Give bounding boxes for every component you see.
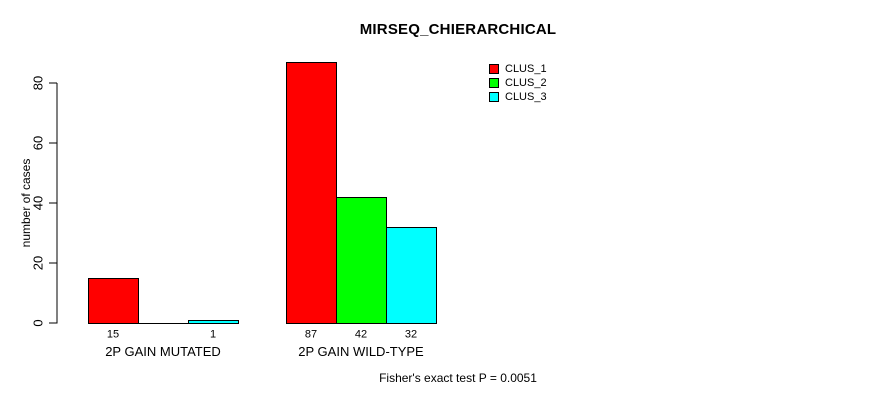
legend-item-clus-2: CLUS_2 [489, 77, 547, 89]
legend-item-clus-3: CLUS_3 [489, 91, 547, 103]
y-axis-tick-label: 0 [31, 319, 46, 326]
y-axis-tick-label: 60 [31, 136, 46, 150]
x-category-label-mutated: 2P GAIN MUTATED [105, 344, 221, 359]
y-axis-tick-label: 80 [31, 76, 46, 90]
y-axis-title: number of cases [19, 159, 33, 248]
bar-value-label: 42 [355, 329, 367, 341]
bar-value-label: 1 [210, 329, 216, 341]
annotation-text: Fisher's exact test P = 0.0051 [379, 371, 537, 385]
bar-value-label: 15 [107, 329, 119, 341]
legend-swatch-clus-3 [489, 92, 499, 102]
bar-clus_2-group-1 [336, 197, 387, 324]
bar-clus_3-group-0 [188, 320, 239, 324]
legend-swatch-clus-2 [489, 78, 499, 88]
x-category-label-wild-type: 2P GAIN WILD-TYPE [298, 344, 424, 359]
legend-label-clus-2: CLUS_2 [505, 77, 547, 89]
y-axis-tick-label: 40 [31, 196, 46, 210]
legend-item-clus-1: CLUS_1 [489, 63, 547, 75]
chart-title: MIRSEQ_CHIERARCHICAL [359, 21, 557, 38]
y-axis-tick-label: 20 [31, 256, 46, 270]
bar-clus_1-group-0 [88, 278, 139, 324]
bar-value-label: 32 [405, 329, 417, 341]
legend: CLUS_1 CLUS_2 CLUS_3 [489, 64, 547, 106]
legend-label-clus-1: CLUS_1 [505, 63, 547, 75]
legend-swatch-clus-1 [489, 64, 499, 74]
bar-value-label: 87 [305, 329, 317, 341]
bar-clus_1-group-1 [286, 62, 337, 324]
legend-label-clus-3: CLUS_3 [505, 91, 547, 103]
bar-clus_3-group-1 [386, 227, 437, 324]
